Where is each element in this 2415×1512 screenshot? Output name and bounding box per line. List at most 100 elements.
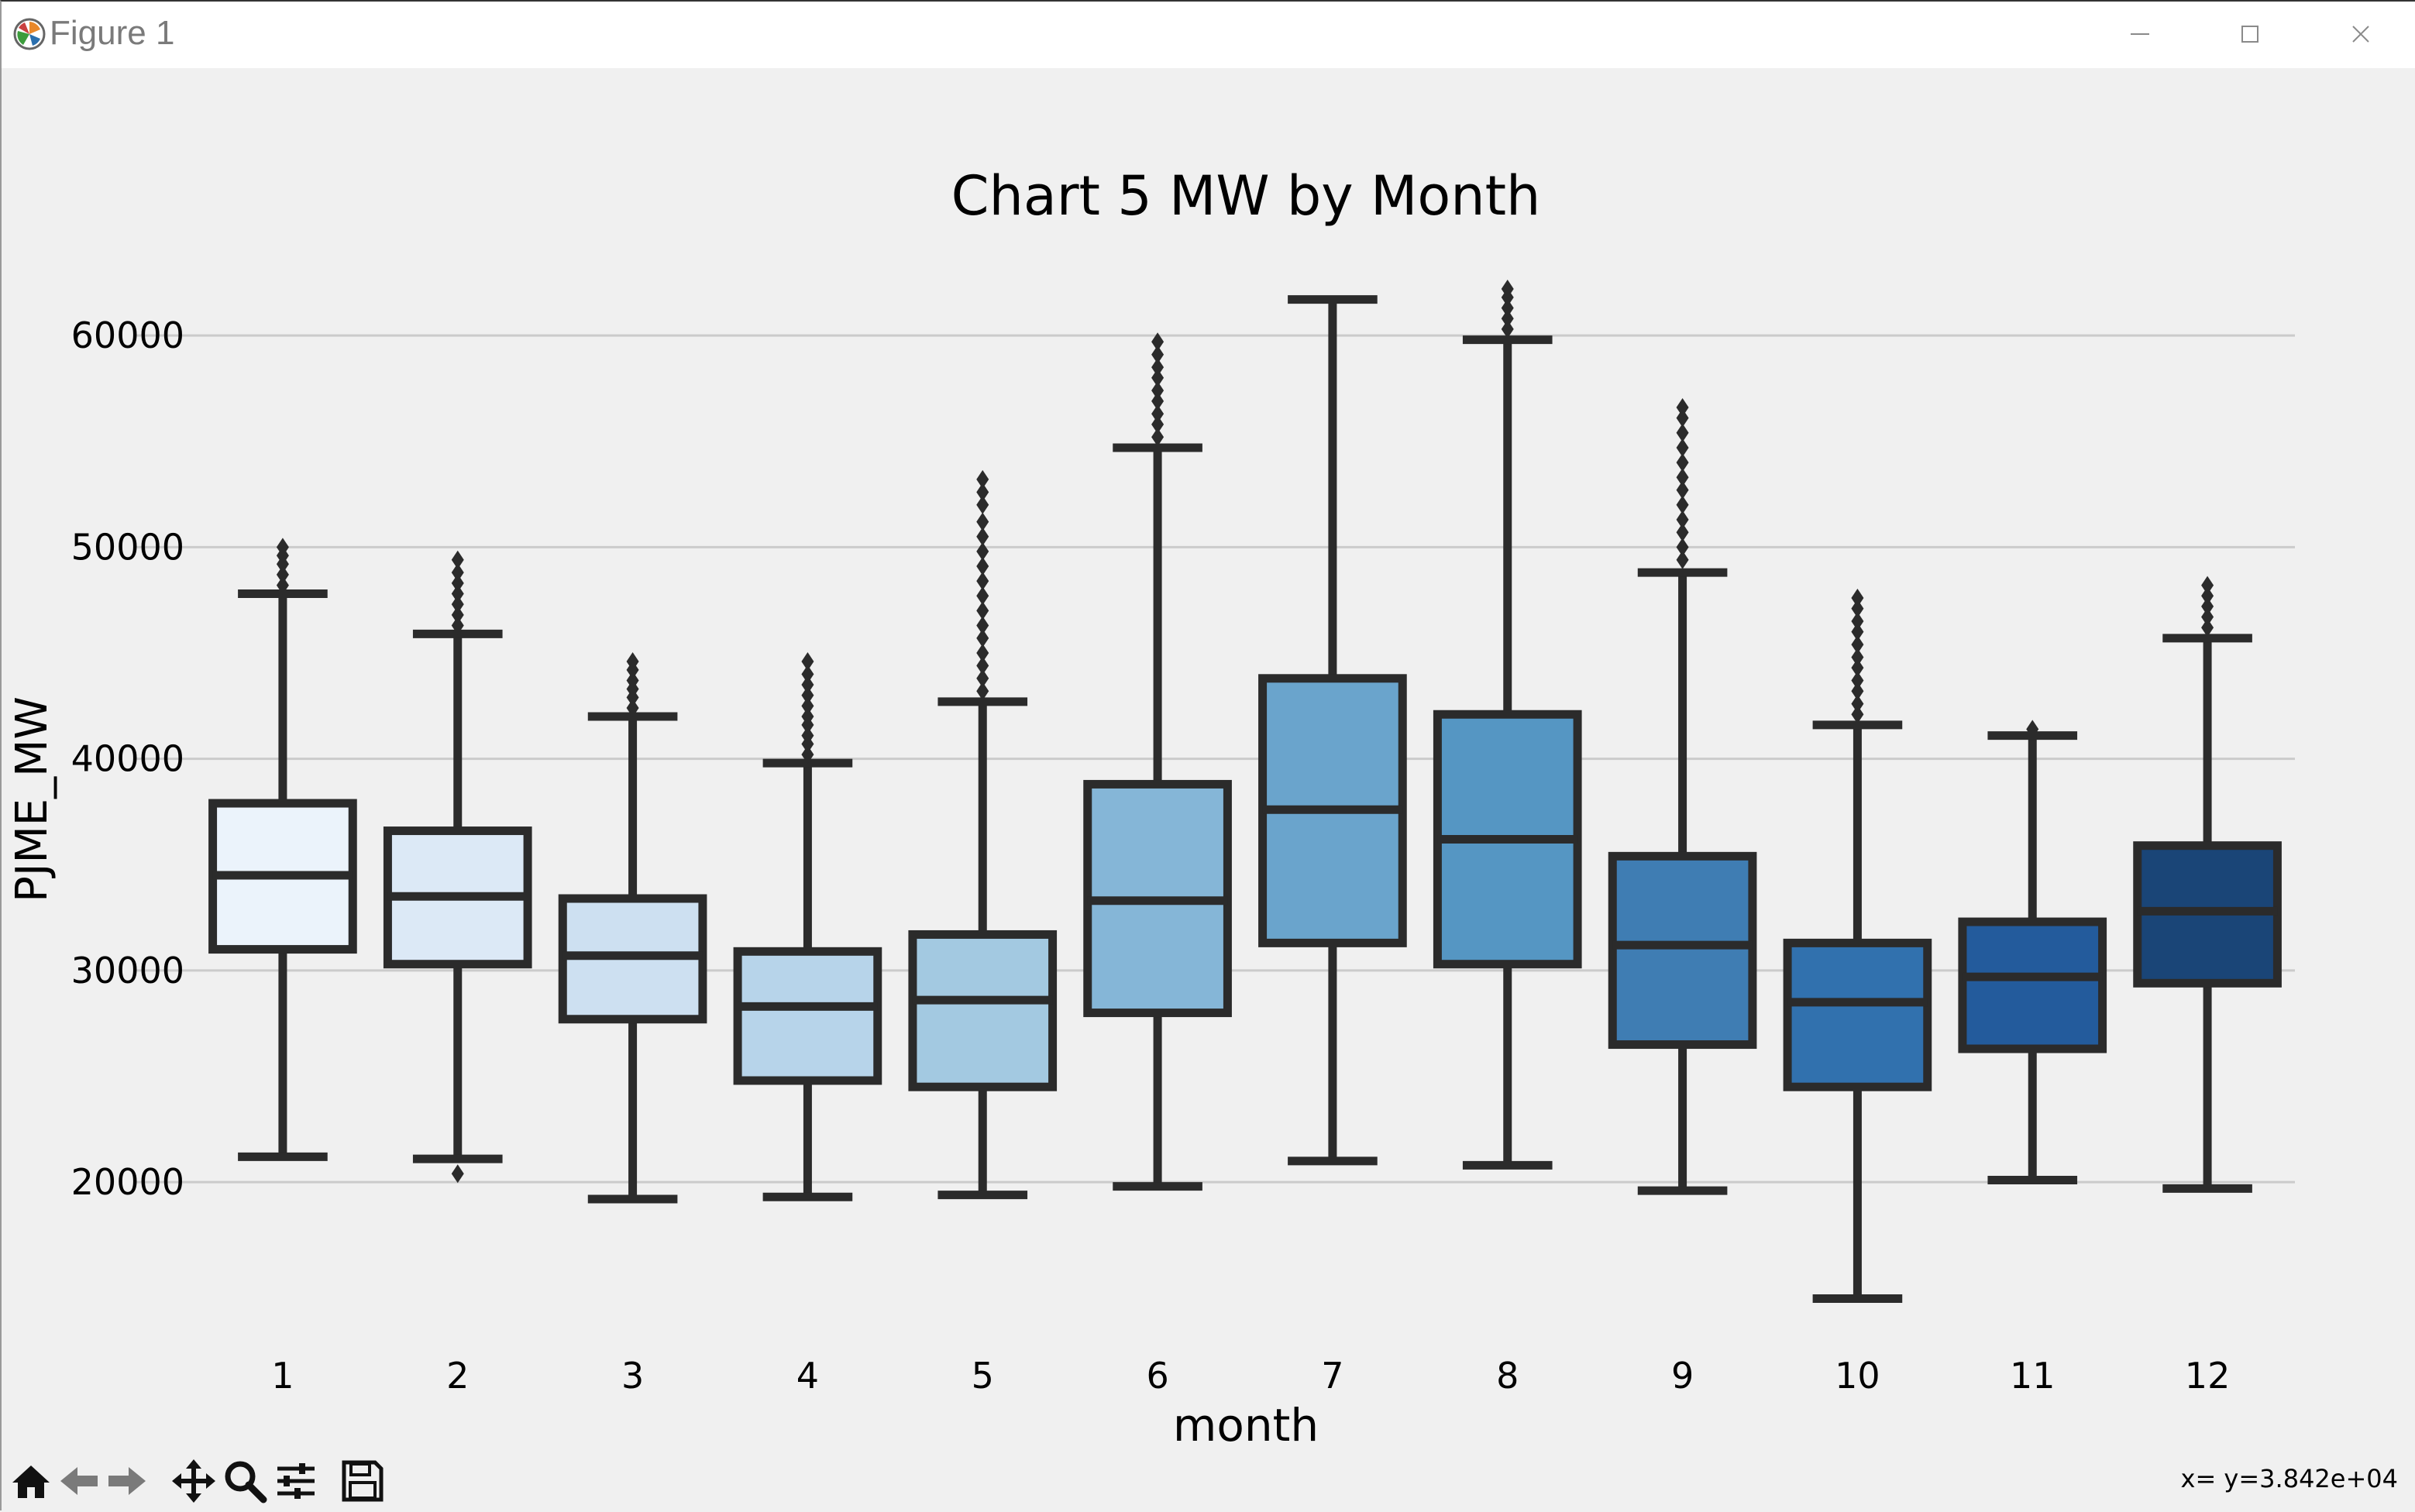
outlier-point <box>1676 408 1689 428</box>
outlier-point <box>976 512 989 531</box>
outlier-point <box>1151 428 1164 447</box>
outlier-point <box>976 572 989 591</box>
outlier-point <box>1676 538 1689 557</box>
box-month-4 <box>733 651 882 1201</box>
outlier-point <box>1501 319 1514 338</box>
outlier-point <box>1151 368 1164 387</box>
outlier-point <box>976 628 989 648</box>
box-month-2 <box>383 550 532 1184</box>
outlier-point <box>976 586 989 606</box>
back-icon <box>60 1467 98 1495</box>
outlier-point <box>1151 358 1164 377</box>
outlier-point <box>276 576 289 595</box>
x-tick-label: 9 <box>1671 1355 1694 1397</box>
maximize-icon <box>2241 26 2258 43</box>
outlier-point <box>976 469 989 489</box>
outlier-point <box>451 616 464 635</box>
x-tick-label: 3 <box>621 1355 644 1397</box>
outlier-point <box>1676 480 1689 500</box>
navigation-toolbar: x= y=3.842e+04 <box>2 1447 2415 1512</box>
outlier-point <box>1851 658 1864 678</box>
outlier-point <box>1851 622 1864 641</box>
box-month-10 <box>1783 588 1932 1303</box>
outlier-point <box>2026 720 2039 739</box>
outlier-point <box>276 565 289 584</box>
box-layer <box>208 279 2282 1303</box>
box-month-7 <box>1258 295 1407 1166</box>
outlier-point <box>976 616 989 635</box>
outlier-point <box>976 682 989 701</box>
outlier-point <box>1501 279 1514 298</box>
outlier-point <box>976 644 989 663</box>
outlier-point <box>451 605 464 624</box>
outlier-point <box>451 550 464 569</box>
title-bar: Figure 1 <box>2 2 2415 68</box>
cursor-coordinates: x= y=3.842e+04 <box>2180 1464 2399 1493</box>
outlier-point <box>801 686 814 705</box>
matplotlib-icon <box>13 18 46 50</box>
y-tick-label: 30000 <box>71 950 184 991</box>
iqr-box <box>733 947 882 1085</box>
close-icon <box>2352 26 2369 43</box>
box-month-8 <box>1433 279 1582 1170</box>
outlier-point <box>1851 682 1864 701</box>
outlier-point <box>1676 398 1689 418</box>
x-tick-label: 11 <box>2010 1355 2056 1397</box>
box-month-9 <box>1608 398 1757 1195</box>
outlier-point <box>1851 588 1864 607</box>
minimize-icon <box>2131 33 2149 35</box>
y-tick-label: 40000 <box>71 738 184 780</box>
outlier-point <box>976 556 989 576</box>
pan-button[interactable] <box>170 1458 217 1504</box>
outlier-point <box>1501 298 1514 318</box>
outlier-point <box>626 651 639 671</box>
outlier-point <box>976 527 989 546</box>
back-button[interactable] <box>56 1458 102 1504</box>
outlier-point <box>976 668 989 688</box>
outlier-point <box>1676 453 1689 472</box>
outlier-point <box>1676 438 1689 457</box>
box-month-12 <box>2133 576 2282 1193</box>
outlier-point <box>976 541 989 561</box>
x-tick-label: 8 <box>1496 1355 1519 1397</box>
box-month-11 <box>1958 720 2107 1184</box>
maximize-button[interactable] <box>2196 2 2304 68</box>
x-tick-label: 4 <box>796 1355 819 1397</box>
outlier-point <box>1151 414 1164 434</box>
close-button[interactable] <box>2307 2 2415 68</box>
minimize-button[interactable] <box>2086 2 2194 68</box>
outlier-point <box>1676 550 1689 569</box>
plot-canvas[interactable]: 20000 30000 40000 50000 60000 1 2 3 4 5 6 7 8 9 10 11 12… <box>2 68 2415 1452</box>
outlier-point <box>801 675 814 694</box>
home-button[interactable] <box>8 1458 54 1504</box>
outlier-point <box>2201 576 2214 595</box>
box-month-6 <box>1083 332 1232 1191</box>
box-month-1 <box>208 538 357 1161</box>
outlier-point <box>1151 381 1164 400</box>
outlier-point <box>2201 596 2214 616</box>
save-button[interactable] <box>339 1458 386 1504</box>
zoom-button[interactable] <box>222 1458 268 1504</box>
forward-button[interactable] <box>104 1458 150 1504</box>
outlier-point <box>1676 423 1689 442</box>
outlier-point <box>451 1164 464 1184</box>
outlier-point <box>801 651 814 671</box>
x-tick-label: 1 <box>271 1355 294 1397</box>
configure-subplots-button[interactable] <box>273 1458 319 1504</box>
outlier-point <box>1676 510 1689 529</box>
outlier-point <box>1676 495 1689 514</box>
outlier-point <box>2201 607 2214 627</box>
outlier-point <box>2201 618 2214 637</box>
outlier-point <box>1151 332 1164 352</box>
outlier-point <box>801 706 814 726</box>
x-tick-label: 7 <box>1321 1355 1343 1397</box>
outlier-point <box>976 495 989 514</box>
outlier-point <box>1851 612 1864 631</box>
box-month-5 <box>908 469 1058 1200</box>
outlier-point <box>1851 648 1864 667</box>
x-tick-label: 10 <box>1835 1355 1880 1397</box>
outlier-point <box>451 595 464 614</box>
outlier-point <box>1851 635 1864 655</box>
home-icon <box>12 1466 50 1498</box>
x-axis-label: month <box>1173 1399 1319 1447</box>
